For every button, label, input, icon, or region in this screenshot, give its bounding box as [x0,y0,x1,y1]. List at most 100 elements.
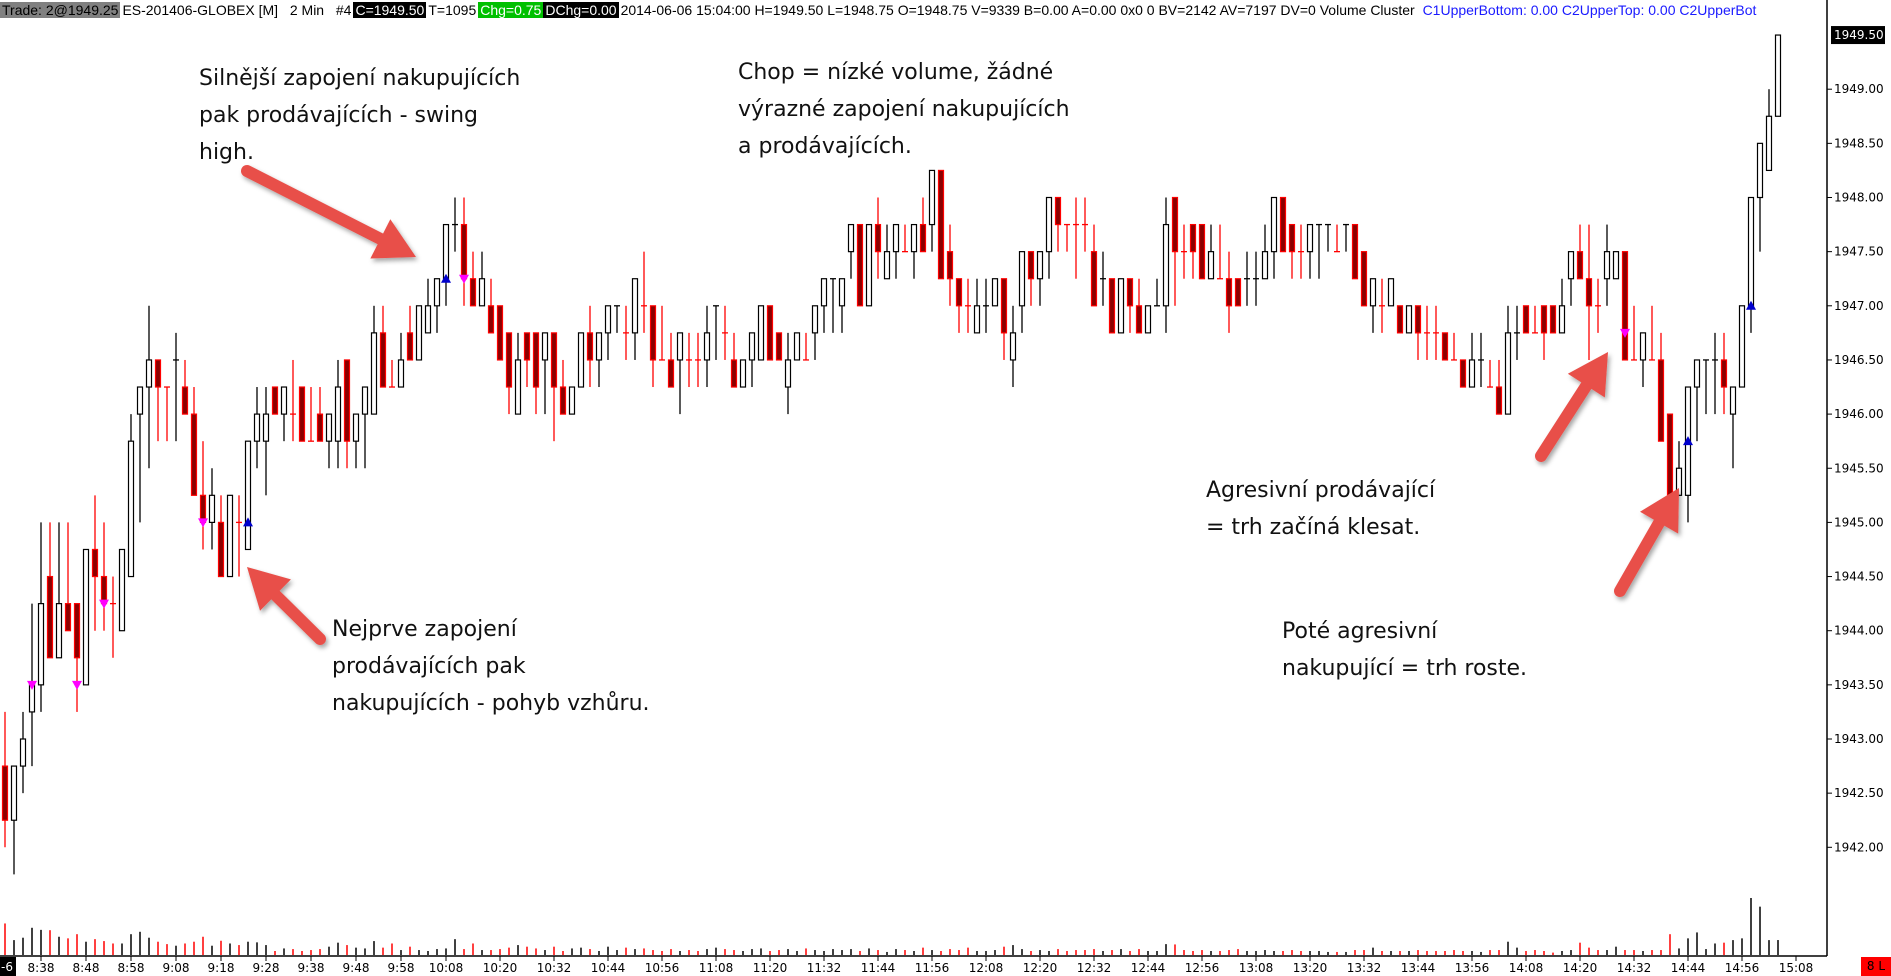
time-tick-label: 12:56 [1185,961,1220,975]
time-tick-label: 8:38 [28,961,55,975]
candle-body [838,278,846,307]
time-tick-label: 9:18 [208,961,235,975]
candle-body [397,359,405,388]
candle [469,251,477,307]
candle [1171,196,1179,306]
price-axis[interactable]: 1942.00 1942.50 1943.00 1943.50 1944.00 1944.… [1827,26,1885,854]
candle-body [1693,359,1701,388]
sell-signal-marker [72,680,82,690]
candle [1585,224,1593,360]
candle [595,332,603,388]
candle [271,386,279,415]
arrow [1614,488,1679,597]
candle-body [937,169,945,280]
candle [550,332,558,442]
buy-signal-marker [1683,436,1693,446]
candle-body [1774,34,1782,117]
daily-change-value: DChg=0.00 [543,2,619,18]
candle [1018,251,1026,333]
candle [838,278,846,333]
candle-body [1549,305,1557,334]
candle-body [181,386,189,415]
candle [1765,89,1773,172]
volume-pane [4,898,1779,955]
candle-body [1747,196,1755,307]
candle-body [82,548,90,686]
study-values: C1UpperBottom: 0.00 C2UpperTop: 0.00 C2U… [1422,2,1757,18]
candle [1738,305,1746,388]
arrow-shaft [241,165,390,247]
candle-body [1522,305,1530,334]
candle [623,305,629,360]
candle [136,386,144,523]
candle [1631,305,1637,361]
candle [1657,332,1665,442]
candle-body [784,359,792,388]
candle [1054,196,1062,252]
time-tick-label: 14:56 [1725,961,1760,975]
candle [667,332,675,388]
candle [892,223,900,279]
candle-body [1765,115,1773,172]
candle [1369,278,1377,333]
candle-body [523,332,531,361]
candle [1253,251,1259,306]
candle-body [1036,251,1044,280]
candle [55,522,63,659]
candle [722,305,728,360]
candle-body [1117,278,1125,334]
candle [1217,224,1223,280]
candle-body [541,332,549,361]
candle [514,332,522,415]
candle-body [946,251,954,280]
annotation-aggressive-buyers: Poté agresivní nakupující = trh roste. [1282,619,1528,681]
signal-markers [27,273,1756,690]
candle-body [55,603,63,659]
time-tick-label: 11:56 [915,961,950,975]
candle-body [478,278,486,307]
last-trade: Trade: 2@1949.25 [0,2,121,18]
candle [1325,223,1331,252]
candle [1756,142,1764,252]
candle [1298,224,1304,279]
candle-body [1495,386,1503,415]
candle [784,332,792,415]
price-tick-label: 1946.50 [1834,353,1884,367]
candle [1424,305,1430,360]
candle [1316,223,1322,279]
time-tick-label: 10:56 [645,961,680,975]
candle-body [1369,278,1377,307]
time-tick-label: 11:08 [699,961,734,975]
candle-body [1045,196,1053,253]
candle [1684,386,1692,523]
arrow-shaft [266,586,326,645]
candle [262,387,270,496]
candle-body [1171,196,1179,253]
time-tick-label: 10:08 [429,961,464,975]
candle-body [136,386,144,415]
candle-body [352,413,360,442]
candle-body [820,278,828,307]
candle [1000,278,1008,360]
candle-body [1126,278,1134,307]
price-tick-label: 1943.50 [1834,678,1884,692]
time-axis[interactable]: -6 8:38 8:48 8:58 9:08 9:18 9:28 9:38 9:48 9:58 10… [0,956,1813,976]
candle [1379,278,1385,333]
candle-body [568,386,576,415]
candle [352,413,360,469]
candle-body [667,359,675,388]
candle-body [514,359,522,415]
candle [1154,278,1160,307]
candle [973,278,981,334]
annotation-swing-high: Silnější zapojení nakupujících pak prodá… [199,66,521,165]
candle [64,522,72,632]
arrow-head-icon [1640,488,1679,534]
candle-body [1459,359,1467,388]
arrow-head-icon [247,567,291,611]
candle-body [1270,196,1278,253]
status-badge[interactable]: 8 L [1861,957,1891,976]
candle [614,305,620,333]
time-tick-label: 13:56 [1455,961,1490,975]
price-tick-label: 1945.50 [1834,461,1884,475]
